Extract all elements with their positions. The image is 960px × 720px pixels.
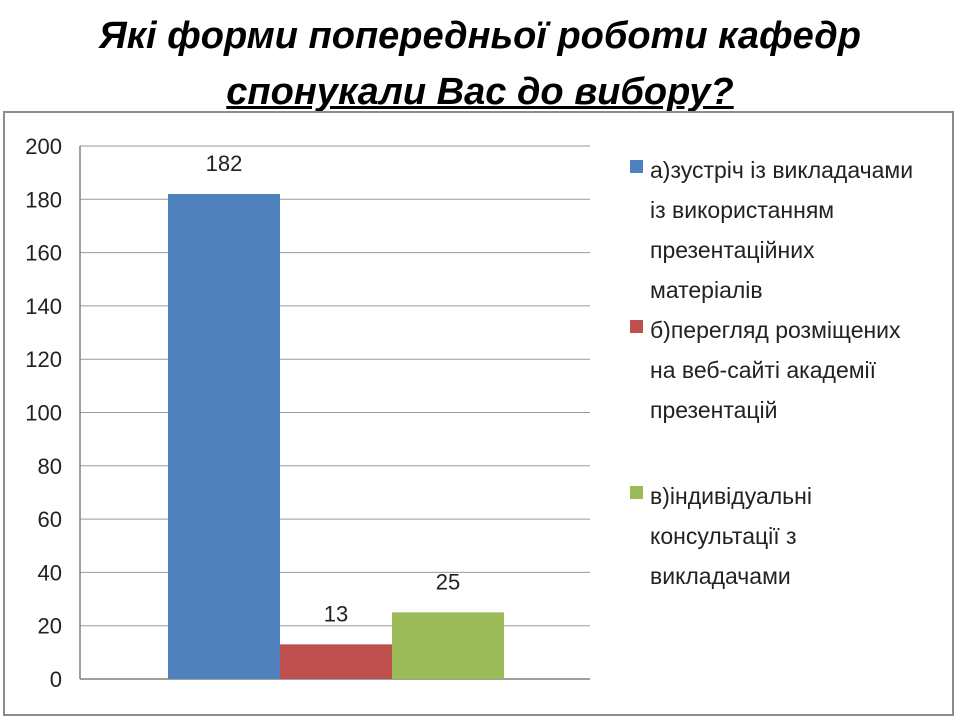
legend-label-1: із використанням [650,197,834,223]
legend-label-2: на веб-сайті академії [650,357,877,383]
y-tick-label: 180 [25,187,62,212]
y-tick-label: 0 [50,667,62,692]
chart-title-line-2: спонукали Вас до вибору? [226,71,734,113]
legend-label-3: в)індивідуальні [650,483,812,509]
data-label-3: 25 [436,569,460,594]
data-label-1: 182 [206,151,243,176]
bar-3 [392,612,504,679]
bar-1 [168,193,280,679]
y-tick-label: 200 [25,134,62,159]
y-tick-label: 100 [25,401,62,426]
y-tick-label: 80 [38,454,62,479]
data-label-2: 13 [324,601,348,626]
legend-label-1: матеріалів [650,277,763,303]
legend-swatch-1 [630,160,643,173]
y-tick-label: 120 [25,347,62,372]
legend-label-3: викладачами [650,563,791,589]
y-tick-label: 60 [38,507,62,532]
y-tick-label: 20 [38,614,62,639]
legend-label-2: б)перегляд розміщених [650,317,901,343]
legend-swatch-2 [630,320,643,333]
y-tick-label: 40 [38,560,62,585]
y-tick-label: 160 [25,241,62,266]
legend-label-1: а)зустріч із викладачами [650,157,913,183]
chart-title-line-1: Які форми попередньої роботи кафедр [99,15,861,57]
legend-label-2: презентацій [650,397,778,423]
bar-2 [280,644,392,679]
legend-label-1: презентаційних [650,237,815,263]
legend-swatch-3 [630,486,643,499]
y-tick-label: 140 [25,294,62,319]
chart-title: Які форми попередньої роботи кафедр спон… [0,8,960,120]
legend-label-3: консультації з [650,523,797,549]
